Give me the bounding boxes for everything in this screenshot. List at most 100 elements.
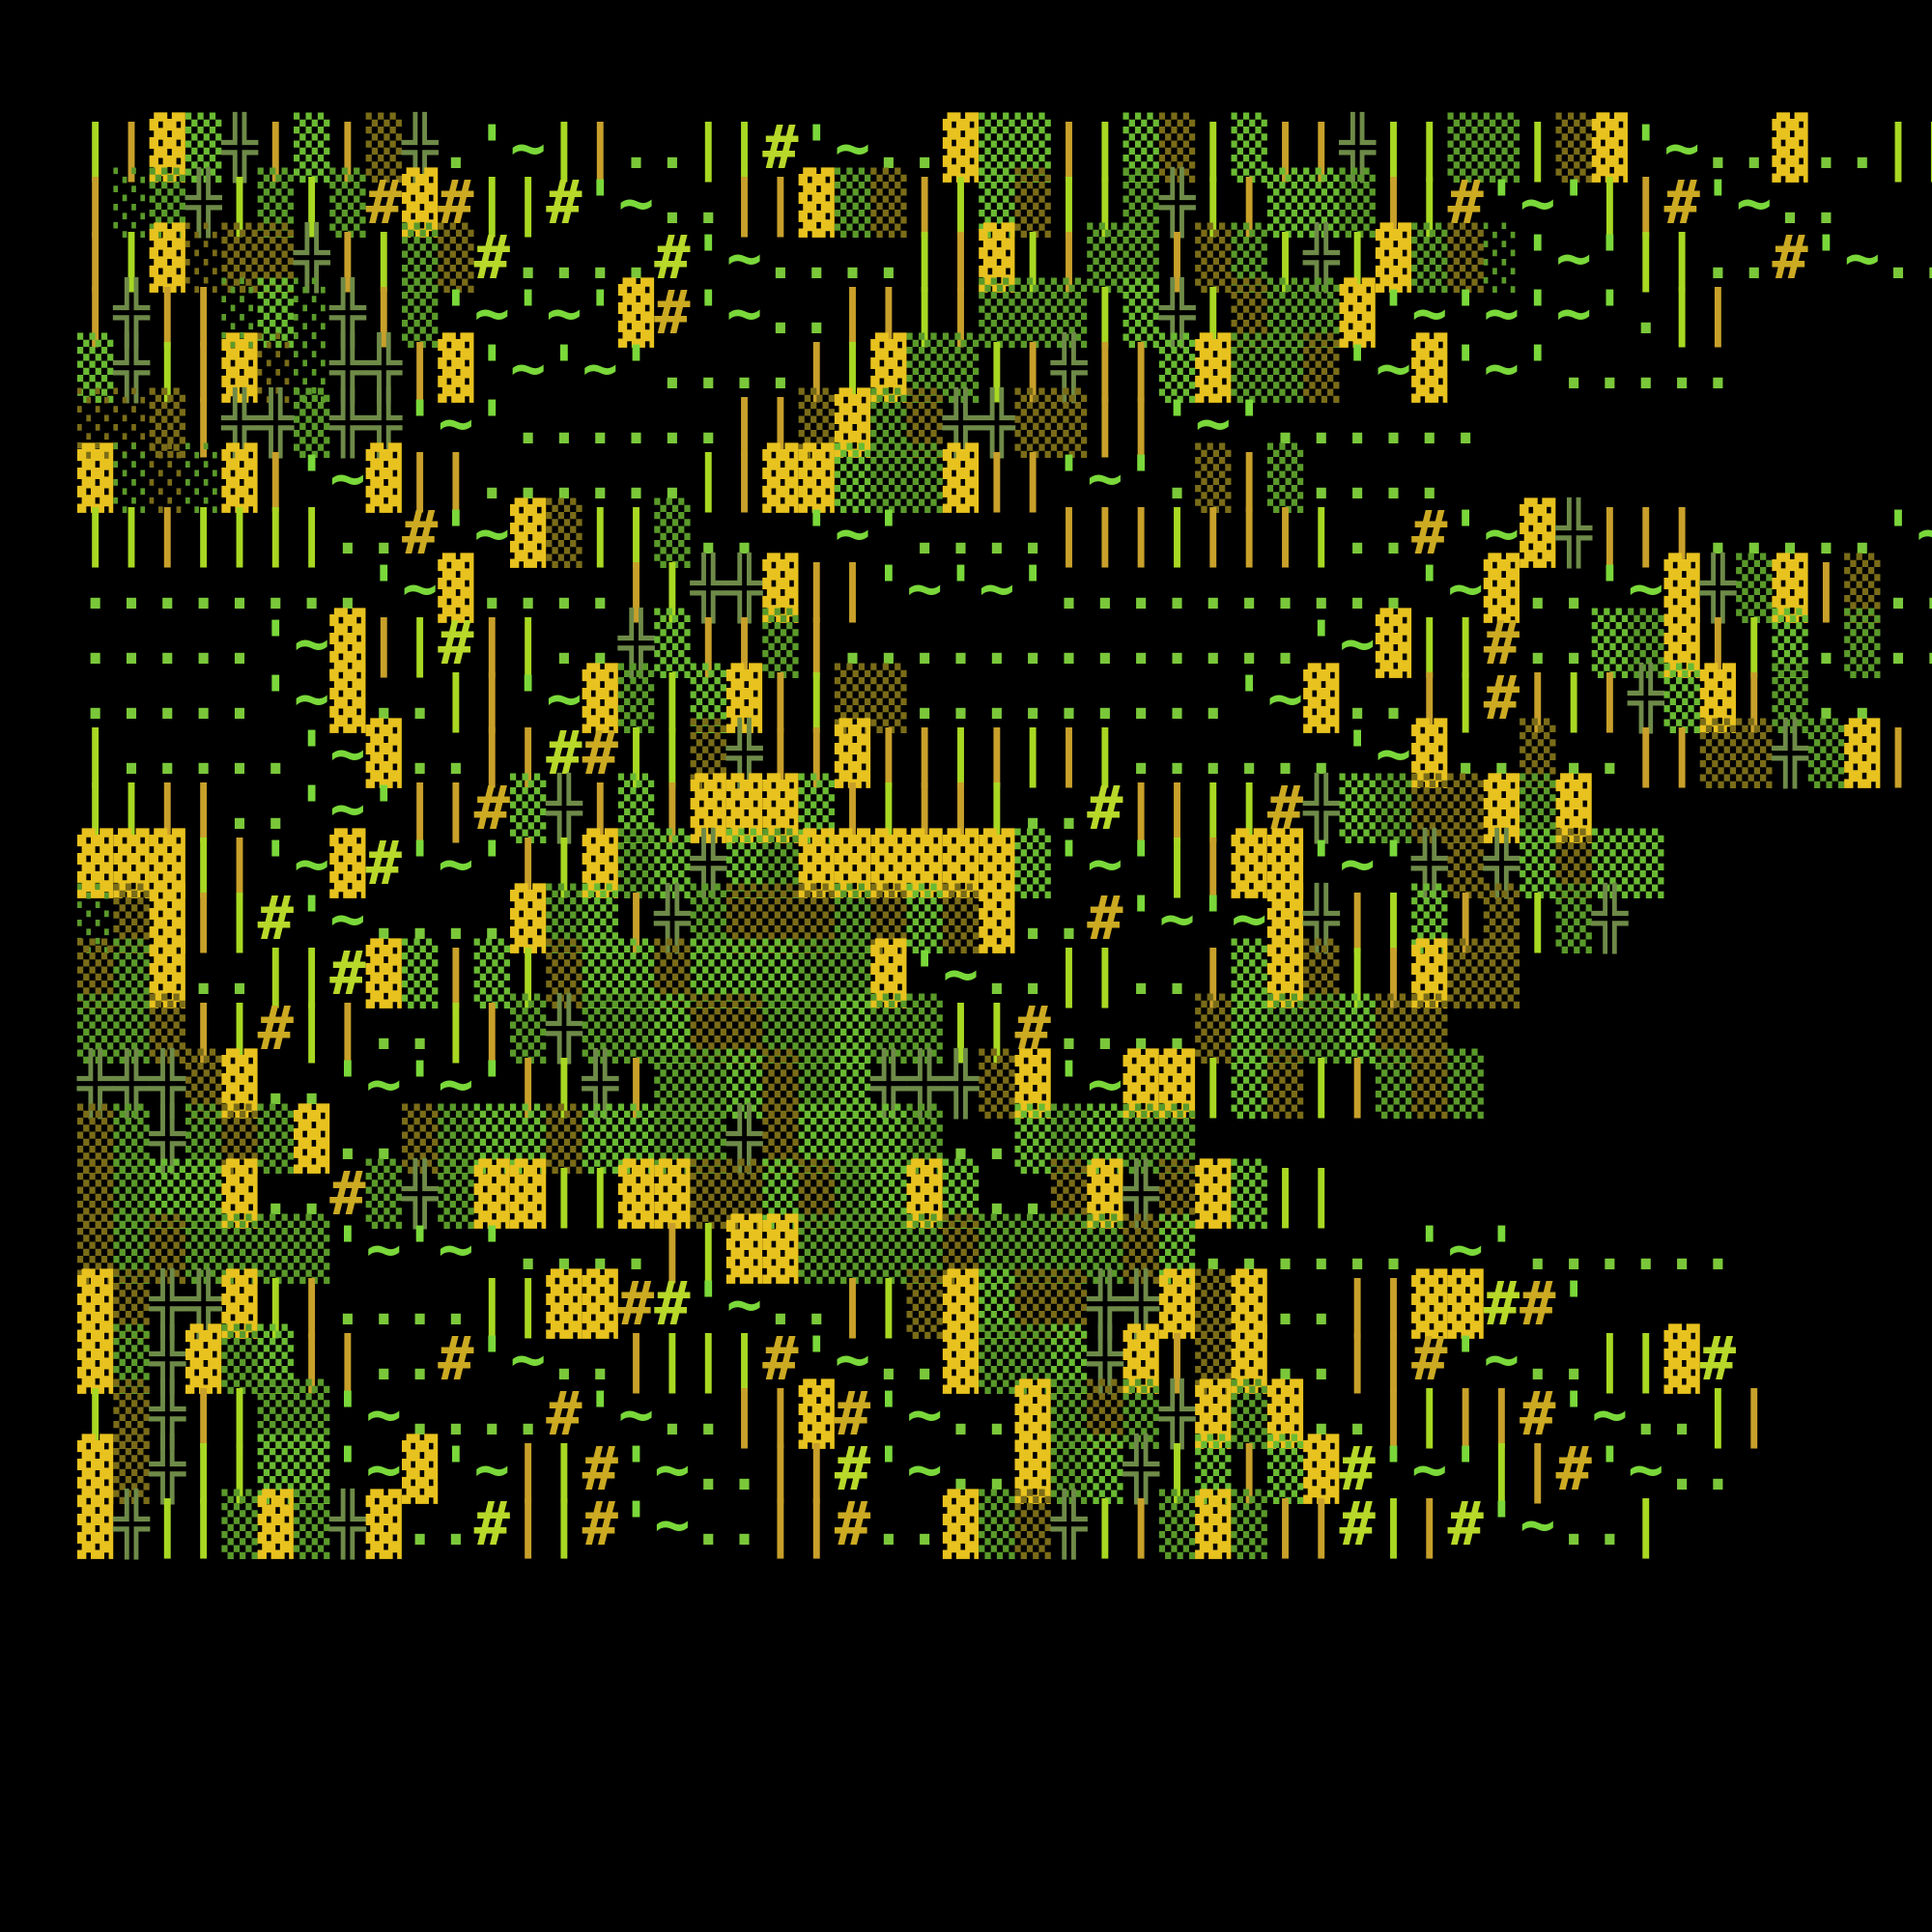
dark-shade-glyph: ▓	[1520, 497, 1556, 568]
vertical-bar-glyph: |	[979, 993, 1015, 1064]
medium-shade-glyph: ▒	[1087, 1378, 1123, 1449]
vertical-bar-glyph: |	[1628, 167, 1664, 238]
vertical-bar-glyph: |	[690, 442, 726, 513]
period-glyph: .	[1014, 497, 1051, 568]
hash-glyph: #	[473, 773, 510, 843]
hash-glyph: #	[834, 1489, 871, 1559]
medium-shade-glyph: ▒	[762, 1158, 799, 1229]
vertical-bar-glyph: |	[1195, 167, 1232, 238]
period-glyph: .	[1736, 222, 1773, 293]
medium-shade-glyph: ▒	[834, 442, 871, 513]
vertical-bar-glyph: |	[1339, 1268, 1376, 1339]
medium-shade-glyph: ▒	[1122, 112, 1159, 183]
hash-glyph: #	[1087, 773, 1123, 843]
vertical-bar-glyph: |	[906, 167, 943, 238]
medium-shade-glyph: ▒	[1050, 1158, 1088, 1229]
plus-cross-glyph: ╬	[257, 387, 294, 458]
vertical-bar-glyph: |	[546, 1158, 582, 1229]
period-glyph: .	[1772, 167, 1808, 238]
dark-shade-glyph: ▓	[870, 938, 907, 1009]
plus-cross-glyph: ╬	[1158, 167, 1196, 238]
vertical-bar-glyph: |	[1266, 112, 1304, 183]
vertical-bar-glyph: |	[185, 883, 222, 953]
hash-glyph: #	[1772, 222, 1808, 293]
apostrophe-glyph: '	[365, 773, 402, 843]
period-glyph: .	[1339, 442, 1376, 513]
hash-glyph: #	[438, 608, 474, 678]
medium-shade-glyph: ▒	[1447, 1048, 1484, 1119]
dark-shade-glyph: ▓	[798, 1378, 835, 1449]
medium-shade-glyph: ▒	[870, 663, 907, 733]
vertical-bar-glyph: |	[942, 773, 980, 843]
medium-shade-glyph: ▒	[1555, 883, 1592, 953]
vertical-bar-glyph: |	[221, 883, 258, 953]
tilde-glyph: ~	[1339, 828, 1376, 898]
period-glyph: .	[1663, 1378, 1700, 1449]
plus-cross-glyph: ╬	[942, 1048, 980, 1119]
vertical-bar-glyph: |	[725, 387, 763, 458]
medium-shade-glyph: ▒	[690, 1158, 726, 1229]
period-glyph: .	[1591, 332, 1629, 403]
medium-shade-glyph: ▒	[1014, 1213, 1051, 1284]
medium-shade-glyph: ▒	[582, 993, 618, 1064]
period-glyph: .	[617, 1213, 655, 1284]
medium-shade-glyph: ▒	[725, 1158, 763, 1229]
medium-shade-glyph: ▒	[1122, 222, 1159, 293]
apostrophe-glyph: '	[1591, 553, 1629, 623]
tilde-glyph: ~	[509, 1323, 547, 1394]
medium-shade-glyph: ▒	[870, 1213, 907, 1284]
medium-shade-glyph: ▒	[906, 332, 943, 403]
medium-shade-glyph: ▒	[762, 883, 799, 953]
apostrophe-glyph: '	[1447, 332, 1484, 403]
vertical-bar-glyph: |	[1663, 277, 1700, 348]
period-glyph: .	[1520, 1213, 1556, 1284]
period-glyph: .	[979, 1434, 1015, 1504]
apostrophe-glyph: '	[870, 497, 907, 568]
plus-cross-glyph: ╬	[725, 718, 763, 788]
vertical-bar-glyph: |	[870, 718, 907, 788]
medium-shade-glyph: ▒	[1339, 993, 1376, 1064]
medium-shade-glyph: ▒	[293, 112, 330, 183]
medium-shade-glyph: ▒	[725, 828, 763, 898]
period-glyph: .	[438, 883, 474, 953]
vertical-bar-glyph: |	[582, 773, 618, 843]
period-glyph: .	[1483, 718, 1520, 788]
tilde-glyph: ~	[617, 167, 655, 238]
dark-shade-glyph: ▓	[1303, 663, 1340, 733]
tilde-glyph: ~	[1447, 553, 1484, 623]
tilde-glyph: ~	[654, 1489, 691, 1559]
tilde-glyph: ~	[293, 828, 330, 898]
vertical-bar-glyph: |	[1339, 222, 1376, 293]
vertical-bar-glyph: |	[906, 277, 943, 348]
dark-shade-glyph: ▓	[546, 1268, 582, 1339]
medium-shade-glyph: ▒	[1014, 1103, 1051, 1174]
vertical-bar-glyph: |	[1050, 112, 1088, 183]
medium-shade-glyph: ▒	[1736, 718, 1773, 788]
dark-shade-glyph: ▓	[1483, 553, 1520, 623]
medium-shade-glyph: ▒	[906, 1103, 943, 1174]
period-glyph: .	[1663, 332, 1700, 403]
light-shade-glyph: ░	[77, 387, 114, 458]
medium-shade-glyph: ▒	[546, 497, 582, 568]
medium-shade-glyph: ▒	[77, 1213, 114, 1284]
apostrophe-glyph: '	[1520, 222, 1556, 293]
hash-glyph: #	[1520, 1378, 1556, 1449]
tilde-glyph: ~	[329, 718, 366, 788]
period-glyph: .	[221, 663, 258, 733]
vertical-bar-glyph: |	[473, 608, 510, 678]
period-glyph: .	[1628, 1213, 1664, 1284]
period-glyph: .	[1266, 387, 1304, 458]
period-glyph: .	[870, 222, 907, 293]
period-glyph: .	[1195, 1213, 1232, 1284]
medium-shade-glyph: ▒	[1014, 1489, 1051, 1559]
vertical-bar-glyph: |	[1087, 332, 1123, 403]
apostrophe-glyph: '	[582, 277, 618, 348]
medium-shade-glyph: ▒	[1050, 1378, 1088, 1449]
dark-shade-glyph: ▓	[834, 387, 871, 458]
dark-shade-glyph: ▓	[221, 442, 258, 513]
vertical-bar-glyph: |	[1591, 167, 1629, 238]
hash-glyph: #	[329, 938, 366, 1009]
medium-shade-glyph: ▒	[221, 1489, 258, 1559]
medium-shade-glyph: ▒	[1555, 828, 1592, 898]
ascii-art-row: |▒╬||▒▒'~....#'~..||▓#'~..▓▒▒▒╬▓▒▓..||||…	[77, 1384, 1855, 1444]
